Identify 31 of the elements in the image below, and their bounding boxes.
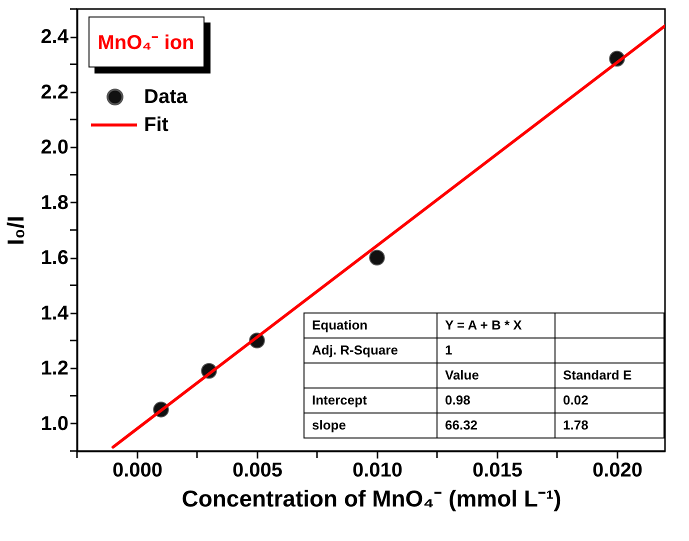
legend-title: MnO₄⁻ ion [98, 32, 194, 54]
y-axis-title: I₀/I [2, 216, 29, 246]
x-tick-label: 0.010 [352, 460, 403, 482]
y-tick-label: 2.2 [40, 81, 68, 104]
annotation: Equation [312, 318, 368, 332]
legend-label: Data [144, 86, 188, 108]
annotation: 0.02 [563, 392, 588, 408]
annotation: Standard E [563, 368, 632, 382]
point [369, 250, 385, 266]
annotation: 66.32 [445, 418, 478, 432]
y-tick-label: 1.6 [40, 247, 68, 270]
annotation: Value [445, 368, 479, 382]
legend-label: Fit [144, 114, 169, 136]
annotation: Y = A + B * X [445, 318, 522, 332]
y-tick-label: 1.2 [40, 358, 68, 380]
y-tick-label: 1.4 [40, 302, 70, 324]
annotation: 0.98 [445, 392, 470, 408]
x-tick-label: 0.015 [472, 460, 523, 482]
y-tick-label: 2.0 [40, 136, 68, 159]
y-tick-label: 1.0 [40, 412, 68, 435]
x-tick-label: 0.020 [592, 460, 643, 482]
annotation: 1.78 [563, 418, 588, 432]
annotation: 1 [445, 342, 452, 358]
annotation: Intercept [312, 392, 368, 408]
x-tick-label: 0.000 [112, 460, 163, 482]
annotation: slope [312, 418, 346, 432]
annotation: Adj. R-Square [312, 342, 398, 358]
x-axis-title: Concentration of MnO₄⁻ (mmol L⁻¹) [182, 486, 562, 512]
x-tick-label: 0.005 [232, 460, 283, 482]
y-tick-label: 2.4 [40, 26, 70, 48]
y-tick-label: 1.8 [40, 192, 68, 214]
